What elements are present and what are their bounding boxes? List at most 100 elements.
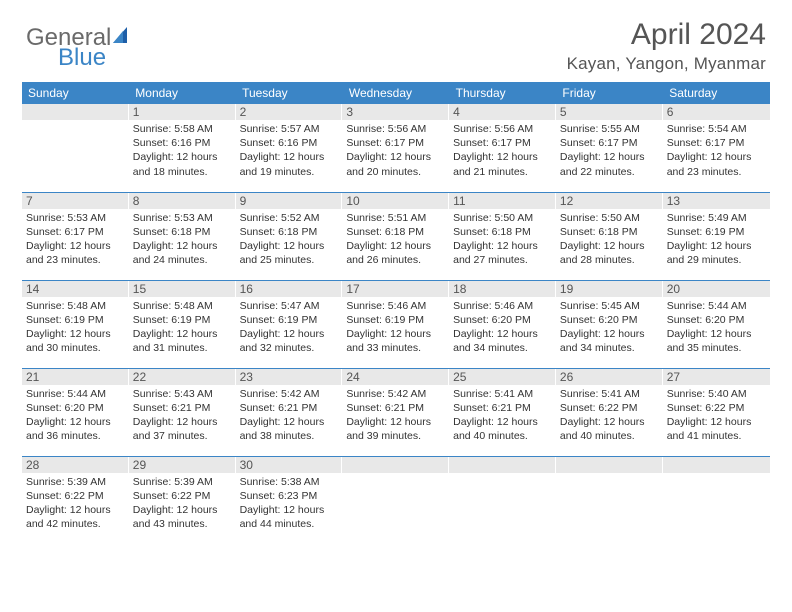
calendar-cell: [22, 104, 129, 192]
calendar-cell: [556, 456, 663, 544]
calendar-week-row: 1Sunrise: 5:58 AMSunset: 6:16 PMDaylight…: [22, 104, 770, 192]
day-number: 6: [663, 104, 770, 120]
cell-details: Sunrise: 5:53 AMSunset: 6:17 PMDaylight:…: [22, 209, 129, 270]
daylight-text: Daylight: 12 hours and 30 minutes.: [26, 327, 125, 355]
calendar-cell: 27Sunrise: 5:40 AMSunset: 6:22 PMDayligh…: [663, 368, 770, 456]
daylight-text: Daylight: 12 hours and 26 minutes.: [346, 239, 445, 267]
cell-details: Sunrise: 5:42 AMSunset: 6:21 PMDaylight:…: [342, 385, 449, 446]
calendar-cell: 10Sunrise: 5:51 AMSunset: 6:18 PMDayligh…: [342, 192, 449, 280]
sunset-text: Sunset: 6:20 PM: [667, 313, 766, 327]
day-number: 30: [236, 457, 343, 473]
sunrise-text: Sunrise: 5:42 AM: [346, 387, 445, 401]
sunset-text: Sunset: 6:18 PM: [560, 225, 659, 239]
daylight-text: Daylight: 12 hours and 41 minutes.: [667, 415, 766, 443]
sunset-text: Sunset: 6:20 PM: [453, 313, 552, 327]
sunset-text: Sunset: 6:19 PM: [133, 313, 232, 327]
cell-details: Sunrise: 5:48 AMSunset: 6:19 PMDaylight:…: [129, 297, 236, 358]
day-number: 26: [556, 369, 663, 385]
daylight-text: Daylight: 12 hours and 20 minutes.: [346, 150, 445, 178]
sunrise-text: Sunrise: 5:51 AM: [346, 211, 445, 225]
calendar-cell: 8Sunrise: 5:53 AMSunset: 6:18 PMDaylight…: [129, 192, 236, 280]
sunset-text: Sunset: 6:22 PM: [667, 401, 766, 415]
calendar-cell: 1Sunrise: 5:58 AMSunset: 6:16 PMDaylight…: [129, 104, 236, 192]
day-number: 3: [342, 104, 449, 120]
daylight-text: Daylight: 12 hours and 24 minutes.: [133, 239, 232, 267]
daylight-text: Daylight: 12 hours and 19 minutes.: [240, 150, 339, 178]
sunrise-text: Sunrise: 5:44 AM: [26, 387, 125, 401]
sunset-text: Sunset: 6:21 PM: [240, 401, 339, 415]
calendar-cell: 15Sunrise: 5:48 AMSunset: 6:19 PMDayligh…: [129, 280, 236, 368]
sunset-text: Sunset: 6:21 PM: [346, 401, 445, 415]
calendar-week-row: 21Sunrise: 5:44 AMSunset: 6:20 PMDayligh…: [22, 368, 770, 456]
calendar-cell: [342, 456, 449, 544]
cell-details: Sunrise: 5:56 AMSunset: 6:17 PMDaylight:…: [342, 120, 449, 181]
daylight-text: Daylight: 12 hours and 25 minutes.: [240, 239, 339, 267]
calendar-table: Sunday Monday Tuesday Wednesday Thursday…: [22, 82, 770, 544]
sunrise-text: Sunrise: 5:43 AM: [133, 387, 232, 401]
sunrise-text: Sunrise: 5:39 AM: [133, 475, 232, 489]
cell-details: Sunrise: 5:44 AMSunset: 6:20 PMDaylight:…: [22, 385, 129, 446]
sunrise-text: Sunrise: 5:48 AM: [26, 299, 125, 313]
day-number: 24: [342, 369, 449, 385]
day-number: 16: [236, 281, 343, 297]
calendar-cell: 17Sunrise: 5:46 AMSunset: 6:19 PMDayligh…: [342, 280, 449, 368]
daylight-text: Daylight: 12 hours and 22 minutes.: [560, 150, 659, 178]
weekday-header: Tuesday: [236, 82, 343, 104]
day-number: 8: [129, 193, 236, 209]
daylight-text: Daylight: 12 hours and 43 minutes.: [133, 503, 232, 531]
sunrise-text: Sunrise: 5:46 AM: [453, 299, 552, 313]
sunset-text: Sunset: 6:19 PM: [240, 313, 339, 327]
calendar-cell: 4Sunrise: 5:56 AMSunset: 6:17 PMDaylight…: [449, 104, 556, 192]
day-number: [449, 457, 556, 473]
sunrise-text: Sunrise: 5:42 AM: [240, 387, 339, 401]
weekday-header: Friday: [556, 82, 663, 104]
calendar-cell: 19Sunrise: 5:45 AMSunset: 6:20 PMDayligh…: [556, 280, 663, 368]
day-number: 27: [663, 369, 770, 385]
day-number: 15: [129, 281, 236, 297]
day-number: 12: [556, 193, 663, 209]
sunset-text: Sunset: 6:18 PM: [133, 225, 232, 239]
cell-details: Sunrise: 5:58 AMSunset: 6:16 PMDaylight:…: [129, 120, 236, 181]
calendar-cell: 5Sunrise: 5:55 AMSunset: 6:17 PMDaylight…: [556, 104, 663, 192]
day-number: 11: [449, 193, 556, 209]
cell-details: Sunrise: 5:43 AMSunset: 6:21 PMDaylight:…: [129, 385, 236, 446]
month-title: April 2024: [567, 18, 766, 52]
cell-details: Sunrise: 5:39 AMSunset: 6:22 PMDaylight:…: [129, 473, 236, 534]
calendar-week-row: 28Sunrise: 5:39 AMSunset: 6:22 PMDayligh…: [22, 456, 770, 544]
cell-details: Sunrise: 5:40 AMSunset: 6:22 PMDaylight:…: [663, 385, 770, 446]
day-number: 2: [236, 104, 343, 120]
day-number: 20: [663, 281, 770, 297]
calendar-cell: 6Sunrise: 5:54 AMSunset: 6:17 PMDaylight…: [663, 104, 770, 192]
daylight-text: Daylight: 12 hours and 37 minutes.: [133, 415, 232, 443]
sail-icon: [113, 27, 133, 50]
sunset-text: Sunset: 6:17 PM: [453, 136, 552, 150]
cell-details: Sunrise: 5:45 AMSunset: 6:20 PMDaylight:…: [556, 297, 663, 358]
calendar-header-row: Sunday Monday Tuesday Wednesday Thursday…: [22, 82, 770, 104]
calendar-cell: 11Sunrise: 5:50 AMSunset: 6:18 PMDayligh…: [449, 192, 556, 280]
sunrise-text: Sunrise: 5:46 AM: [346, 299, 445, 313]
day-number: 29: [129, 457, 236, 473]
weekday-header: Monday: [129, 82, 236, 104]
calendar-cell: 30Sunrise: 5:38 AMSunset: 6:23 PMDayligh…: [236, 456, 343, 544]
cell-details: Sunrise: 5:53 AMSunset: 6:18 PMDaylight:…: [129, 209, 236, 270]
cell-details: Sunrise: 5:39 AMSunset: 6:22 PMDaylight:…: [22, 473, 129, 534]
weekday-header: Thursday: [449, 82, 556, 104]
sunset-text: Sunset: 6:18 PM: [346, 225, 445, 239]
sunrise-text: Sunrise: 5:50 AM: [560, 211, 659, 225]
daylight-text: Daylight: 12 hours and 38 minutes.: [240, 415, 339, 443]
cell-details: Sunrise: 5:52 AMSunset: 6:18 PMDaylight:…: [236, 209, 343, 270]
cell-details: Sunrise: 5:54 AMSunset: 6:17 PMDaylight:…: [663, 120, 770, 181]
day-number: [22, 104, 129, 120]
weekday-header: Saturday: [663, 82, 770, 104]
sunset-text: Sunset: 6:22 PM: [560, 401, 659, 415]
calendar-cell: 25Sunrise: 5:41 AMSunset: 6:21 PMDayligh…: [449, 368, 556, 456]
day-number: 13: [663, 193, 770, 209]
calendar-cell: 28Sunrise: 5:39 AMSunset: 6:22 PMDayligh…: [22, 456, 129, 544]
cell-details: Sunrise: 5:50 AMSunset: 6:18 PMDaylight:…: [556, 209, 663, 270]
daylight-text: Daylight: 12 hours and 34 minutes.: [560, 327, 659, 355]
day-number: 9: [236, 193, 343, 209]
cell-details: Sunrise: 5:41 AMSunset: 6:22 PMDaylight:…: [556, 385, 663, 446]
day-number: 17: [342, 281, 449, 297]
sunrise-text: Sunrise: 5:55 AM: [560, 122, 659, 136]
daylight-text: Daylight: 12 hours and 21 minutes.: [453, 150, 552, 178]
